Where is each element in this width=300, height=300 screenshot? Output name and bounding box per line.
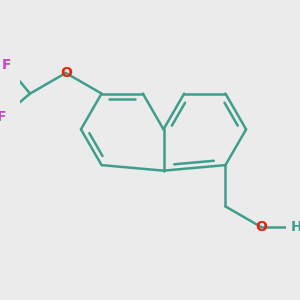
Text: O: O xyxy=(255,220,267,234)
Text: F: F xyxy=(0,110,6,124)
Text: O: O xyxy=(60,66,72,80)
Text: H: H xyxy=(290,220,300,234)
Text: F: F xyxy=(2,58,11,72)
